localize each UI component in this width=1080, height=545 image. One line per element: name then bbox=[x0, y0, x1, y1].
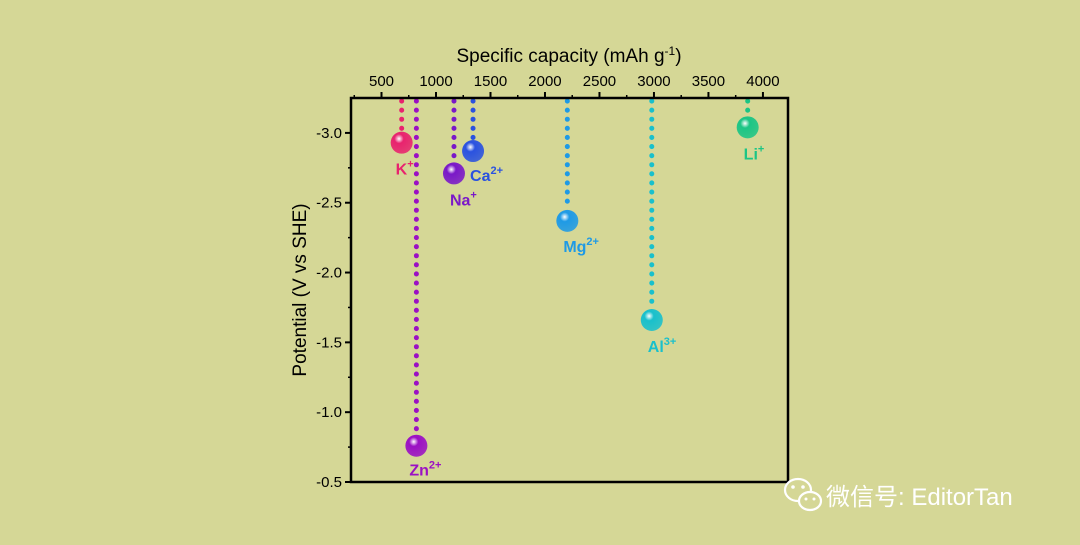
drop-lines bbox=[399, 98, 751, 438]
watermark: 微信号: EditorTan bbox=[783, 477, 1013, 512]
x-tick-label: 3500 bbox=[692, 73, 725, 90]
y-tick-label: -1.5 bbox=[316, 334, 342, 351]
x-tick-label: 500 bbox=[369, 73, 394, 90]
y-tick-label: -3.0 bbox=[316, 125, 342, 142]
wechat-icon bbox=[783, 477, 823, 512]
x-tick-label: 2000 bbox=[528, 73, 561, 90]
point-ca bbox=[462, 140, 485, 163]
y-axis-title: Potential (V vs SHE) bbox=[290, 203, 311, 376]
point-zn bbox=[405, 434, 428, 457]
y-tick-label: -2.0 bbox=[316, 265, 342, 282]
x-tick-label: 3000 bbox=[637, 73, 670, 90]
label-al: Al3+ bbox=[648, 336, 677, 356]
y-tick-label: -2.5 bbox=[316, 195, 342, 212]
x-axis-ticks: 500 1000 1500 2000 2500 3000 3500 4000 bbox=[353, 73, 780, 98]
x-tick-label: 4000 bbox=[746, 73, 779, 90]
label-li: Li+ bbox=[744, 143, 765, 163]
y-axis-ticks: -3.0 -2.5 -2.0 -1.5 -1.0 -0.5 bbox=[316, 125, 351, 491]
y-tick-label: -1.0 bbox=[316, 404, 342, 421]
plot-frame bbox=[349, 96, 790, 484]
x-tick-label: 1000 bbox=[419, 73, 452, 90]
point-mg bbox=[556, 209, 579, 232]
point-k bbox=[390, 131, 413, 154]
x-tick-label: 1500 bbox=[474, 73, 507, 90]
point-na bbox=[442, 162, 465, 185]
label-na: Na+ bbox=[450, 189, 477, 209]
watermark-text: 微信号: EditorTan bbox=[826, 484, 1013, 511]
x-axis-title: Specific capacity (mAh g-1) bbox=[456, 44, 681, 67]
label-ca: Ca2+ bbox=[470, 165, 503, 185]
label-k: K+ bbox=[396, 159, 414, 179]
x-tick-label: 2500 bbox=[583, 73, 616, 90]
label-zn: Zn2+ bbox=[409, 460, 441, 480]
point-al bbox=[640, 309, 663, 332]
y-tick-label: -0.5 bbox=[316, 474, 342, 491]
point-li bbox=[736, 116, 759, 139]
data-points bbox=[390, 116, 759, 457]
data-labels: K+ Zn2+ Na+ Ca2+ Mg2+ Al3+ Li+ bbox=[396, 143, 765, 479]
label-mg: Mg2+ bbox=[563, 236, 599, 256]
